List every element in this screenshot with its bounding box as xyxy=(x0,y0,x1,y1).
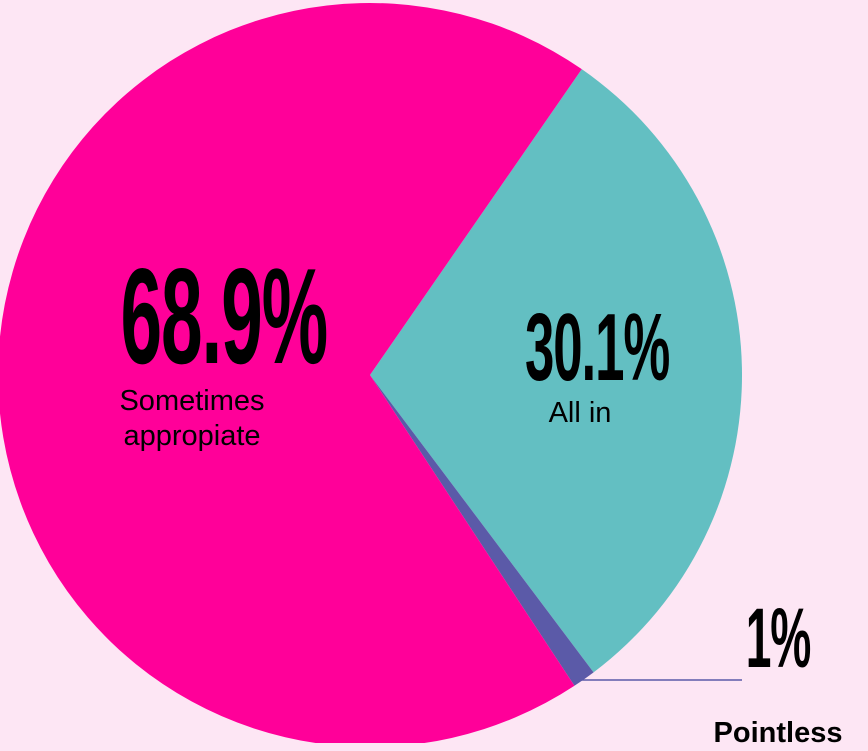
value-label: 30.1% xyxy=(525,294,670,401)
pie-slice xyxy=(370,375,594,686)
pie-slice xyxy=(370,69,742,673)
pie-slice xyxy=(0,3,582,743)
value-label: 1% xyxy=(745,591,812,685)
category-label: All in xyxy=(548,397,612,429)
value-label: 68.9% xyxy=(120,240,329,392)
slice-label: 30.1% All in xyxy=(480,300,680,431)
category-label: Sometimes appropiate xyxy=(119,385,265,452)
slice-label: 68.9% Sometimes appropiate xyxy=(62,240,329,454)
category-label: Pointless xyxy=(713,717,843,749)
slice-label: 1% Pointless xyxy=(698,596,858,751)
